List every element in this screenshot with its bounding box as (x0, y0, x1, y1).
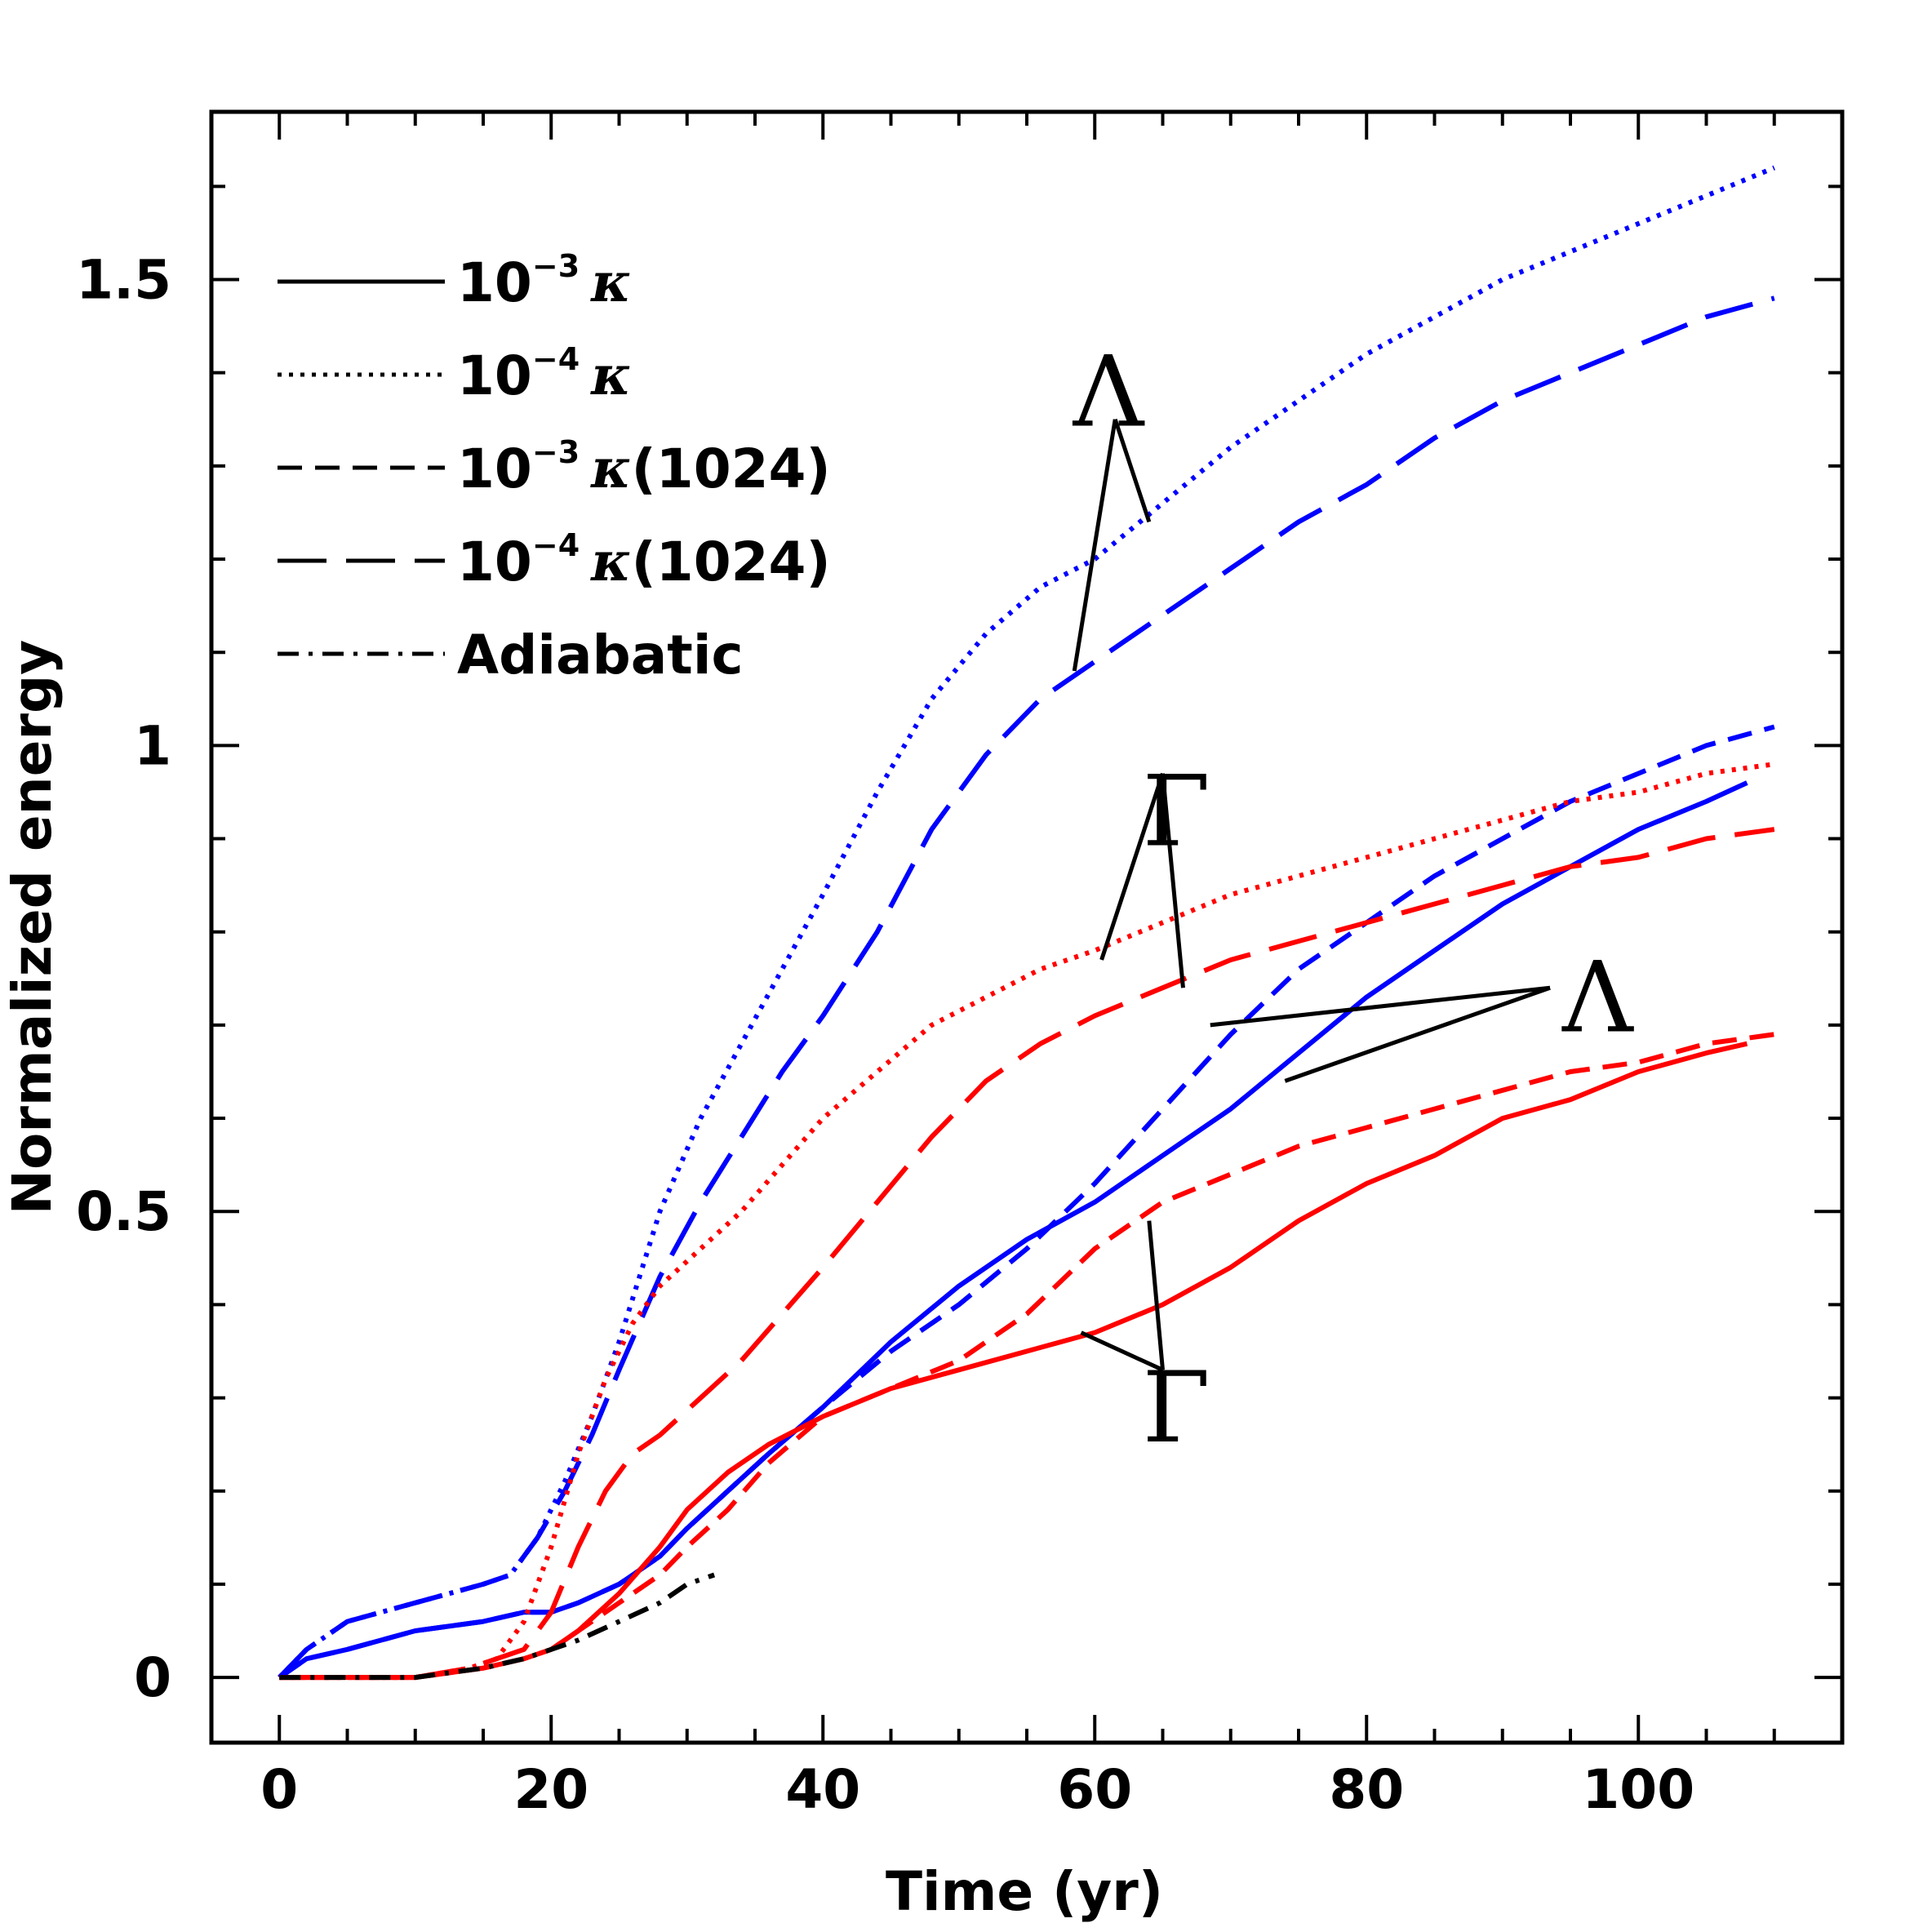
x-tick-label: 100 (1582, 1758, 1694, 1821)
series-line (279, 1041, 1748, 1681)
y-tick-label: 1 (134, 714, 171, 777)
annotation-pointer (1072, 419, 1117, 672)
y-tick-label: 0 (134, 1646, 171, 1709)
legend-label: 10−4 κ(1024) (457, 527, 831, 593)
y-tick-label: 1.5 (76, 249, 171, 312)
axis-tick-labels: 0 20 40 60 80 100 0 0.5 1 1.5 (76, 249, 1694, 1821)
annotation-pointer (1147, 1220, 1165, 1370)
legend-label: 10−3 κ(1024) (457, 434, 831, 500)
annotation-pointer (1099, 772, 1165, 961)
x-axis-label: Time (yr) (886, 1860, 1163, 1923)
annotation-pointer (1113, 418, 1152, 523)
series-line (279, 1572, 716, 1681)
y-axis-label: Normalized energy (1, 640, 64, 1215)
x-tick-label: 20 (513, 1758, 588, 1821)
axis-ticks (211, 112, 1842, 1743)
x-tick-label: 40 (785, 1758, 860, 1821)
annotation-pointer (1080, 1330, 1164, 1372)
x-tick-label: 80 (1329, 1758, 1404, 1821)
annotation-pointer (1210, 985, 1551, 1028)
annotations: Λ Γ Λ Γ (1073, 336, 1634, 1465)
legend-label: 10−3 κ (457, 248, 632, 314)
legend: 10−3 κ 10−4 κ 10−3 κ(1024) 10−4 κ(1024) Adiabati… (278, 248, 831, 686)
annotation-pointer (1284, 985, 1551, 1083)
annotation-pointer (1161, 773, 1185, 988)
data-series (278, 165, 1775, 1681)
series-line (278, 780, 1748, 1680)
annotation-symbol: Λ (1561, 942, 1634, 1055)
x-tick-label: 0 (260, 1758, 298, 1821)
series-line (279, 827, 1775, 1681)
annotation-symbol: Λ (1073, 336, 1145, 450)
series-line (279, 1032, 1775, 1681)
legend-label: 10−4 κ (457, 341, 632, 407)
annotation-symbol: Γ (1143, 1352, 1210, 1465)
legend-label: Adiabatic (457, 624, 744, 686)
series-line (278, 295, 1775, 1680)
plot-frame (209, 109, 1845, 1745)
series-line (279, 762, 1775, 1681)
annotation-symbol: Γ (1143, 755, 1210, 868)
series-line (278, 724, 1775, 1680)
x-tick-label: 60 (1057, 1758, 1132, 1821)
y-tick-label: 0.5 (76, 1180, 171, 1243)
